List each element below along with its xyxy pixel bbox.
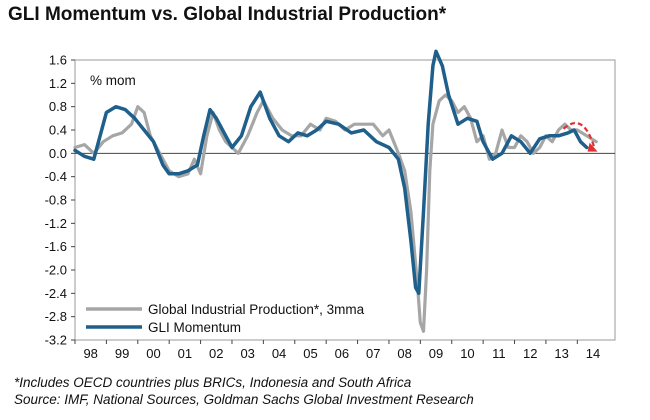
x-tick-label: 13 [554,346,568,361]
footnote-note: *Includes OECD countries plus BRICs, Ind… [14,375,412,390]
x-tick-label: 12 [523,346,537,361]
forecast-annotation [562,122,598,152]
plot-border [74,59,616,341]
y-tick-label: -2.8 [45,309,67,324]
x-tick-label: 06 [335,346,349,361]
x-tick-label: 01 [178,346,192,361]
x-tick-label: 09 [429,346,443,361]
y-axis: 1.6 1.2 0.8 0.4 0.0 -0.4 -0.8 -1.2 -1.6 -2.0 -2.4 -… [45,53,75,348]
x-tick-label: 07 [366,346,380,361]
series-line-production [73,93,598,333]
y-tick-label: -0.4 [45,169,67,184]
x-tick-label: 03 [240,346,254,361]
forecast-arrow [562,122,596,149]
y-tick-label: -2.4 [45,286,67,301]
forecast-arrowhead [587,142,598,152]
x-tick-label: 11 [492,346,506,361]
y-tick-label: 1.6 [49,53,67,68]
y-tick-label: -0.8 [45,193,67,208]
y-tick-label: 1.2 [49,76,67,91]
x-tick-label: 98 [83,346,97,361]
x-axis: 98 99 00 01 02 03 04 05 06 07 08 09 10 11 12 13 14 [74,340,600,361]
plot-frame [74,59,616,341]
legend-label-production: Global Industrial Production*, 3mma [148,302,365,317]
chart-title: GLI Momentum vs. Global Industrial Produ… [8,4,447,25]
x-tick-label: 14 [586,346,600,361]
x-tick-label: 00 [146,346,160,361]
y-tick-label: -2.0 [45,263,67,278]
y-tick-label: 0.8 [49,99,67,114]
y-tick-label: 0.4 [49,123,67,138]
y-tick-label: -1.6 [45,239,67,254]
x-tick-label: 10 [460,346,474,361]
legend-label-gli: GLI Momentum [148,320,241,335]
x-tick-label: 04 [272,346,286,361]
footnote-source: Source: IMF, National Sources, Goldman S… [14,392,474,407]
x-tick-label: 08 [397,346,411,361]
series-line-gli [73,49,589,296]
x-tick-label: 99 [115,346,129,361]
x-tick-label: 02 [209,346,223,361]
unit-label: % mom [90,73,136,88]
y-tick-label: -3.2 [45,333,67,348]
series-layer [73,49,598,333]
y-tick-label: -1.2 [45,216,67,231]
y-tick-label: 0.0 [49,146,67,161]
x-tick-label: 05 [303,346,317,361]
legend: Global Industrial Production*, 3mma GLI … [86,302,365,335]
